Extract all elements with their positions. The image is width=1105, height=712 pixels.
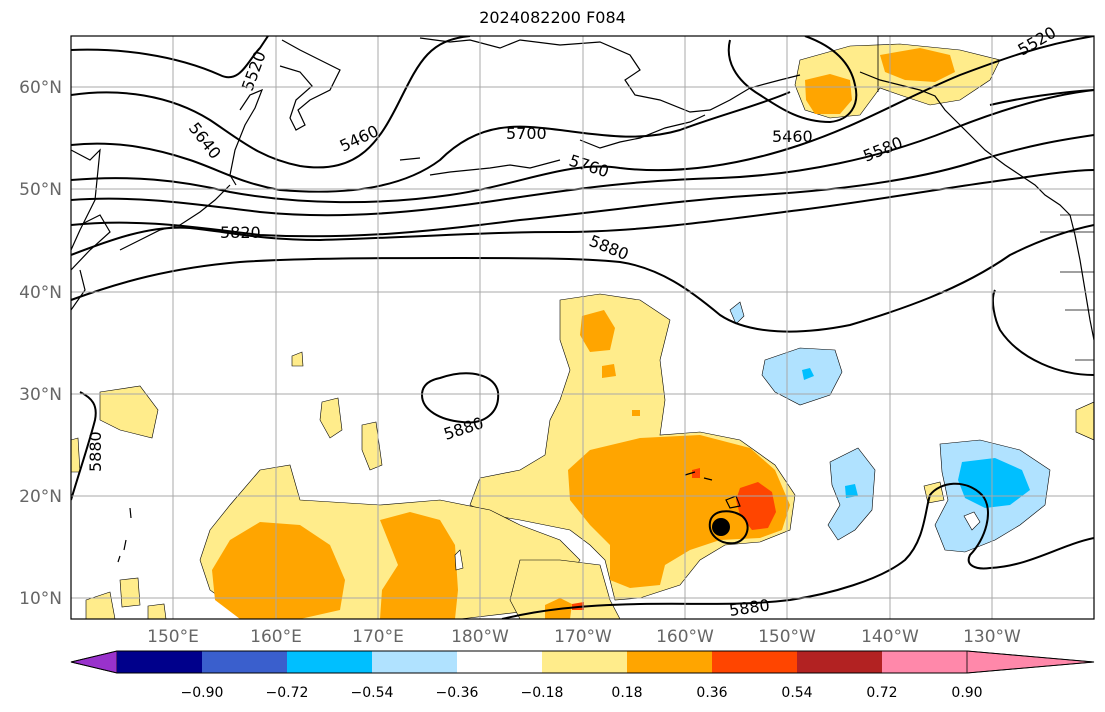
colorbar: −0.90 −0.72 −0.54 −0.36 −0.18 0.18 0.36 … xyxy=(70,650,1095,701)
colorbar-segment xyxy=(372,651,457,673)
lon-label: 140°W xyxy=(861,627,919,647)
contour-label: 5880 xyxy=(86,431,105,472)
lat-label: 50°N xyxy=(19,180,62,200)
storm-center-icon xyxy=(712,518,730,536)
height-contours xyxy=(71,36,1094,619)
colorbar-segment xyxy=(627,651,712,673)
colorbar-tick-label: −0.18 xyxy=(521,685,564,701)
colorbar-min-extension xyxy=(70,650,118,674)
coastlines xyxy=(71,37,1094,563)
colorbar-tick-label: 0.36 xyxy=(696,685,727,701)
lon-label: 150°E xyxy=(147,627,199,647)
colorbar-max-extension xyxy=(966,650,1095,674)
colorbar-tick-label: −0.72 xyxy=(266,685,309,701)
map-title: 2024082200 F084 xyxy=(479,8,626,27)
colorbar-tick-label: −0.90 xyxy=(181,685,224,701)
lat-label: 30°N xyxy=(19,385,62,405)
colorbar-outline xyxy=(70,650,1095,674)
lat-label: 40°N xyxy=(19,283,62,303)
lon-label: 150°W xyxy=(758,627,816,647)
shading-holes xyxy=(454,511,981,571)
colorbar-tick-label: 0.54 xyxy=(781,685,812,701)
colorbar-segment xyxy=(287,651,372,673)
lon-label: 160°W xyxy=(656,627,714,647)
colorbar-segment xyxy=(117,651,202,673)
colorbar-segment xyxy=(457,651,542,673)
colorbar-tick-label: −0.54 xyxy=(351,685,394,701)
colorbar-segment xyxy=(542,651,627,673)
lon-label: 180°W xyxy=(451,627,509,647)
lon-label: 130°W xyxy=(963,627,1021,647)
colorbar-segment xyxy=(797,651,882,673)
colorbar-tick-label: 0.18 xyxy=(611,685,642,701)
lat-label: 60°N xyxy=(19,78,62,98)
shading-orange xyxy=(212,48,955,619)
lat-label: 10°N xyxy=(19,589,62,609)
colorbar-tick-label: 0.90 xyxy=(951,685,982,701)
latitude-labels: 60°N 50°N 40°N 30°N 20°N 10°N xyxy=(19,78,62,609)
map-frame xyxy=(70,35,1095,620)
colorbar-segment xyxy=(882,651,967,673)
lon-label: 170°W xyxy=(554,627,612,647)
colorbar-segment xyxy=(202,651,287,673)
lon-label: 170°E xyxy=(352,627,404,647)
contour-label: 5460 xyxy=(772,127,813,146)
lon-label: 160°E xyxy=(250,627,302,647)
colorbar-segment xyxy=(712,651,797,673)
gridlines xyxy=(71,36,1094,619)
contour-label: 5820 xyxy=(220,223,261,242)
colorbar-tick-label: 0.72 xyxy=(866,685,897,701)
shading-red xyxy=(572,468,776,610)
colorbar-tick-label: −0.36 xyxy=(436,685,479,701)
contour-label: 5700 xyxy=(506,124,547,143)
longitude-labels: 150°E 160°E 170°E 180°W 170°W 160°W 150°… xyxy=(147,627,1021,647)
storm-marker xyxy=(708,510,749,545)
lat-label: 20°N xyxy=(19,487,62,507)
